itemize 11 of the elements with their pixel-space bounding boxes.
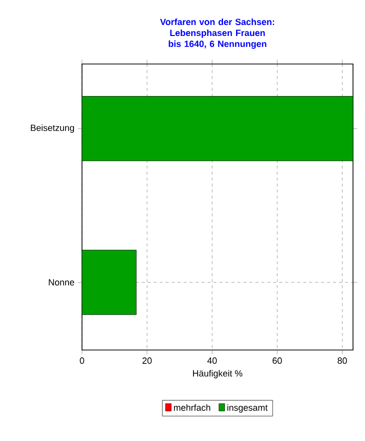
y-tick-label: Nonne [48,279,74,286]
x-tick-label: 80 [338,357,347,364]
chart-title: Vorfaren von der Sachsen: Lebensphasen Frauen bis 1640, 6 Nennungen [160,18,274,49]
x-tick-label: 60 [272,357,282,364]
x-tick-label: 0 [80,357,84,364]
legend-label: mehrfach [174,404,210,411]
x-axis-title: Häufigkeit % [193,370,242,378]
legend-label: insgesamt [227,404,268,413]
x-tick-label: 40 [207,357,217,364]
y-tick-label: Beisetzung [30,124,74,133]
x-tick-label: 20 [142,357,152,364]
